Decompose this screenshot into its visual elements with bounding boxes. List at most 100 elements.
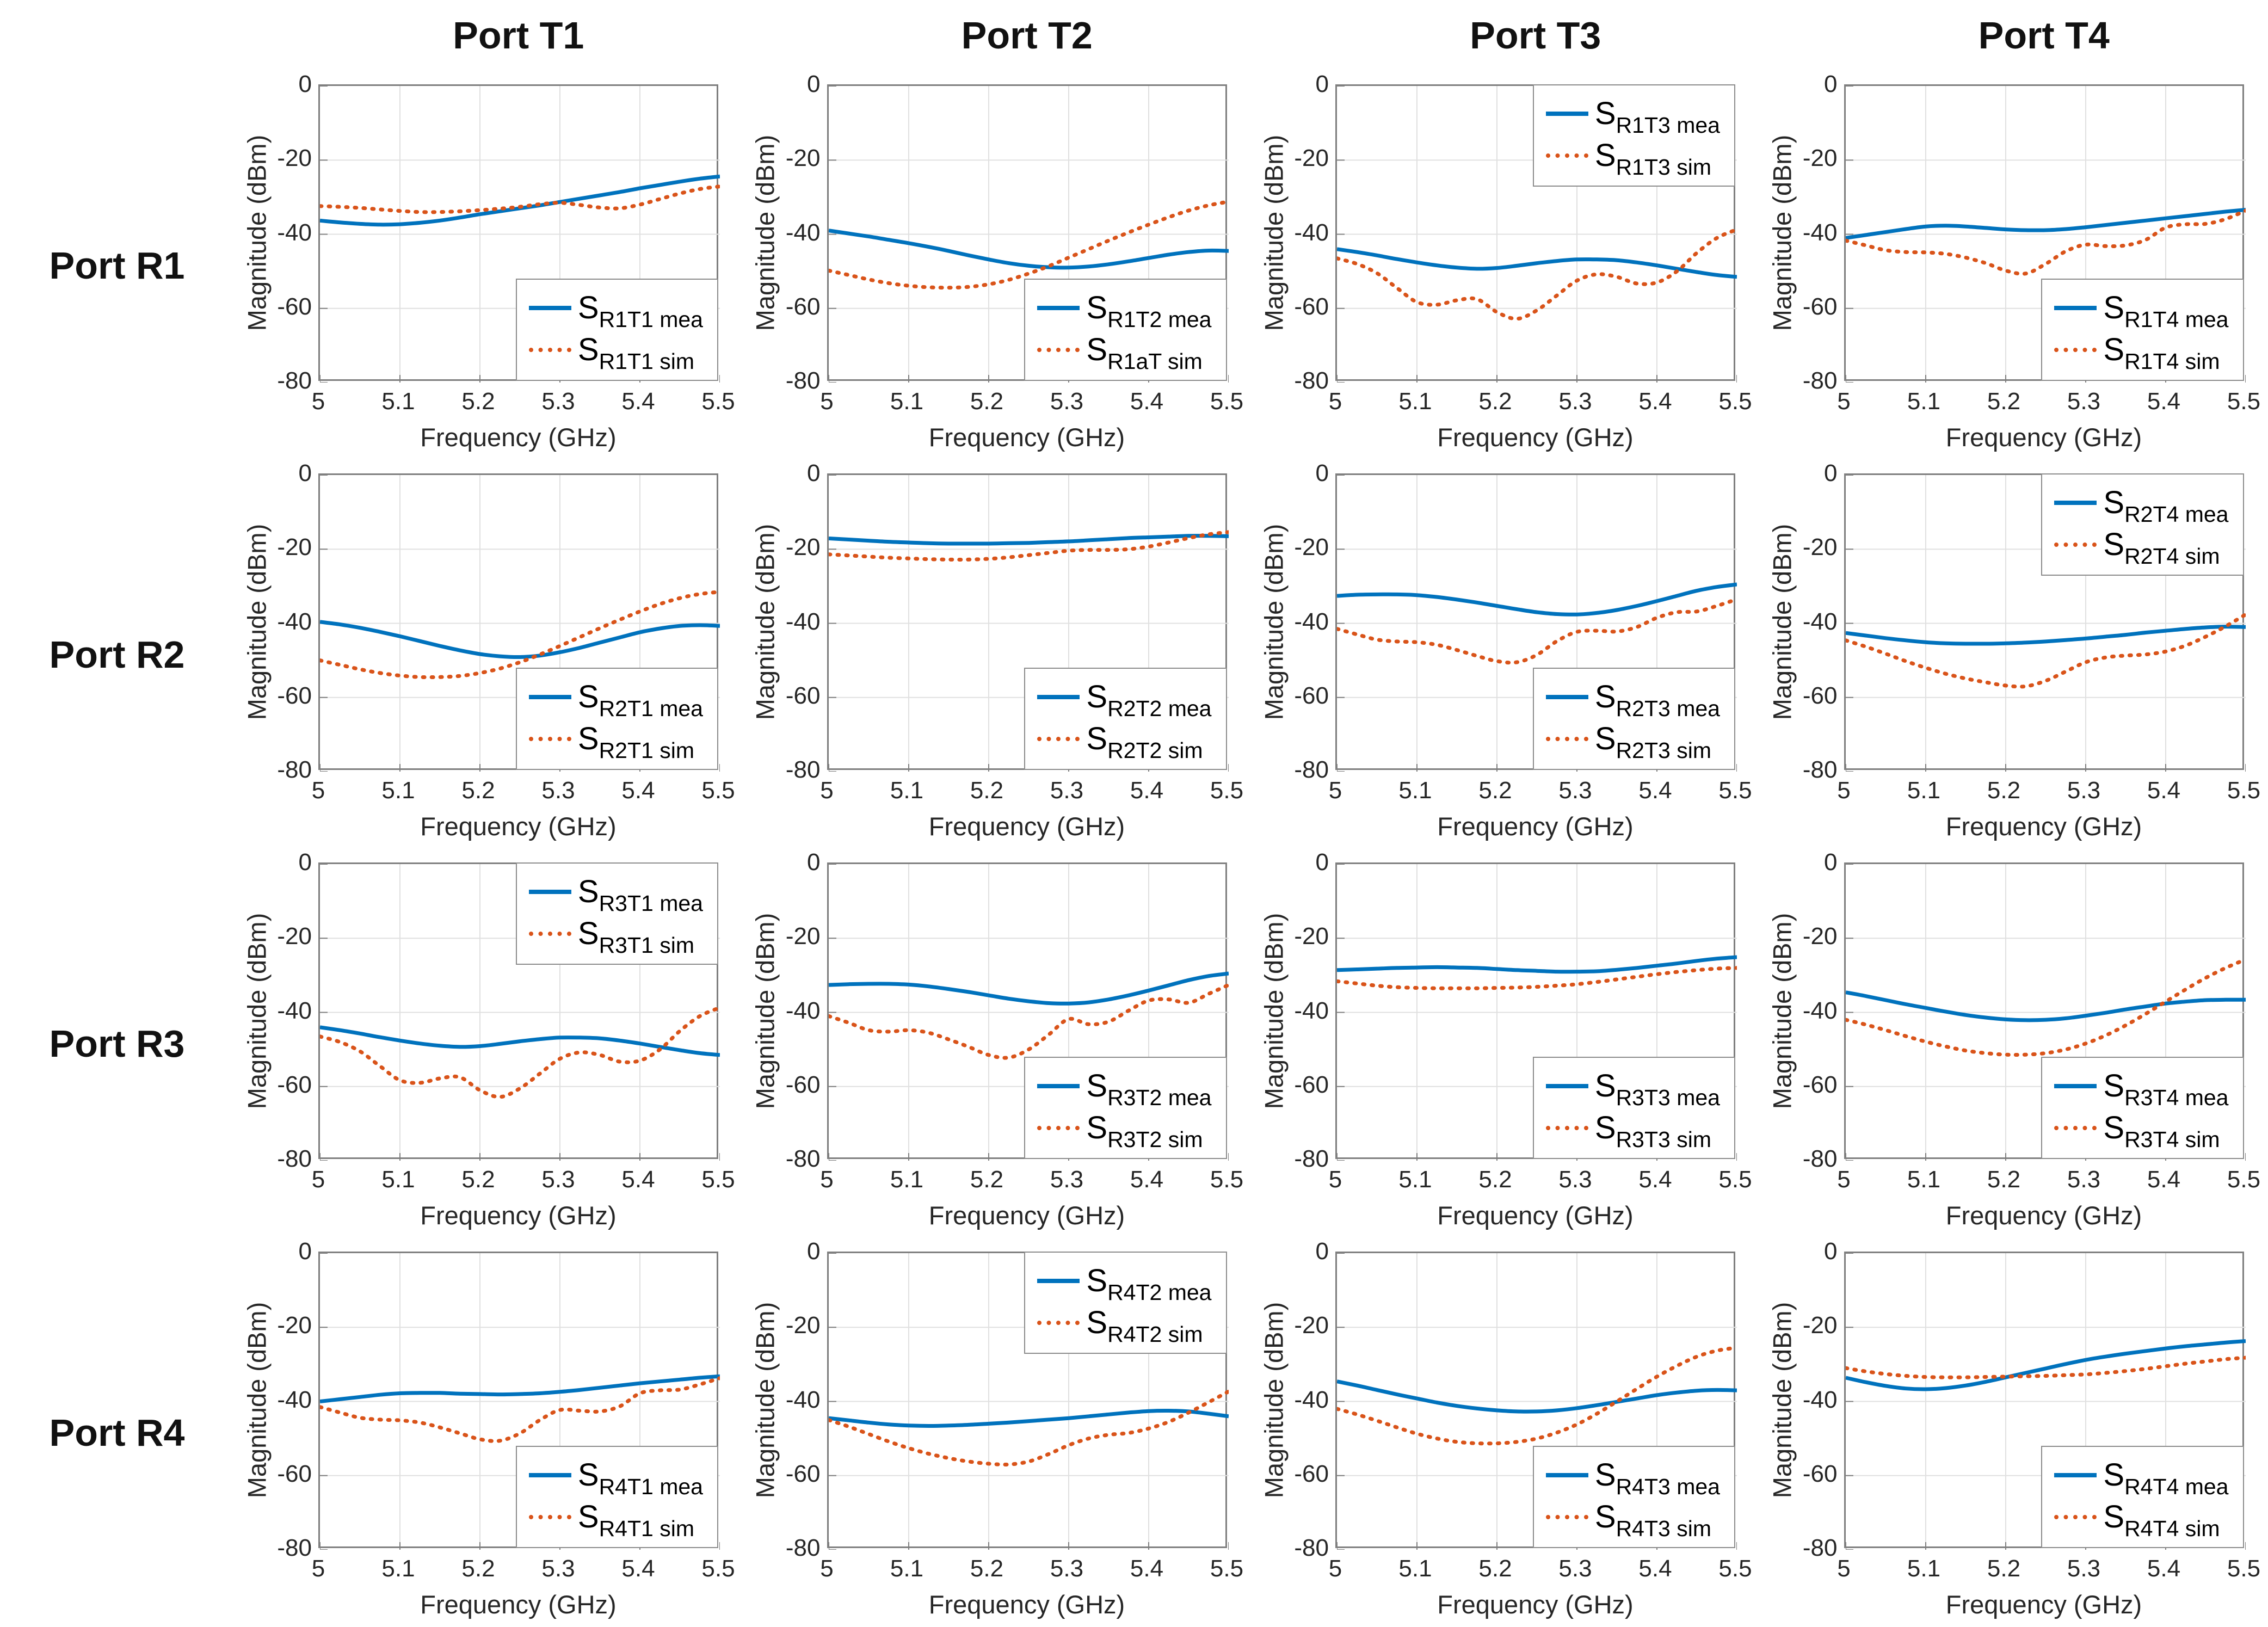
legend-entry-sim: SR4T1 sim: [528, 1499, 703, 1541]
y-tick-label: 0: [298, 460, 312, 486]
x-tick-label: 5: [820, 1555, 834, 1582]
x-axis-label: Frequency (GHz): [928, 1201, 1125, 1230]
legend-label: SR1T4 sim: [2103, 332, 2220, 374]
legend: SR3T4 mea SR3T4 sim: [2041, 1057, 2244, 1159]
legend-label: SR2T4 mea: [2103, 485, 2229, 527]
x-tick-label: 5.1: [381, 388, 415, 415]
x-tick-label: 5: [1328, 1555, 1342, 1582]
mea-curve: [1337, 955, 1737, 974]
x-tick-label: 5.1: [381, 1166, 415, 1193]
x-tick-label: 5: [1328, 1166, 1342, 1193]
plot-area: SR4T4 mea SR4T4 sim: [1844, 1252, 2246, 1550]
dotted-line-sample-icon: [2054, 1514, 2097, 1519]
legend-label: SR2T3 mea: [1594, 679, 1720, 721]
x-tick-label: 5.5: [2227, 388, 2261, 415]
solid-line-sample-icon: [1037, 694, 1080, 699]
x-tick-label: 5.3: [1050, 1555, 1084, 1582]
y-tick-label: -80: [785, 1145, 821, 1172]
legend-label: SR1T4 mea: [2103, 290, 2229, 332]
y-tick-label: -60: [277, 293, 312, 320]
x-axis-label: Frequency (GHz): [1437, 423, 1634, 452]
x-tick-label: 5.1: [890, 1555, 924, 1582]
legend-entry-sim: SR2T2 sim: [1037, 720, 1211, 763]
x-tick-label: 5.1: [1907, 1166, 1941, 1193]
mea-curve: [1845, 990, 2246, 1022]
sim-curve: [320, 1006, 720, 1099]
x-tick-label: 5.2: [970, 1555, 1004, 1582]
x-tick-label: 5.4: [1130, 388, 1164, 415]
row-title-r4: Port R4: [49, 1411, 185, 1454]
x-tick-label: 5.3: [1558, 1555, 1592, 1582]
plot-area: SR1T4 mea SR1T4 sim: [1844, 84, 2246, 383]
legend-entry-sim: SR2T4 sim: [2054, 526, 2228, 569]
y-tick-label: -60: [785, 1460, 821, 1487]
legend-label: SR4T2 mea: [1086, 1263, 1212, 1305]
sim-curve: [320, 1376, 720, 1443]
y-tick-label: -60: [1294, 682, 1329, 709]
y-tick-label: -60: [1802, 1460, 1838, 1487]
plot-canvas: [320, 475, 720, 772]
x-tick-label: 5.3: [541, 1166, 575, 1193]
legend-entry-sim: SR3T3 sim: [1545, 1110, 1720, 1152]
solid-line-sample-icon: [1037, 1278, 1080, 1283]
column-title-t3: Port T3: [1470, 14, 1601, 57]
y-tick-label: -20: [785, 923, 821, 950]
legend: SR4T1 mea SR4T1 sim: [515, 1446, 718, 1548]
x-axis-label: Frequency (GHz): [1945, 1590, 2142, 1619]
plot-area: SR3T2 mea SR3T2 sim: [827, 862, 1229, 1161]
legend-entry-sim: SR2T3 sim: [1545, 720, 1720, 763]
sim-curve: [1337, 966, 1737, 990]
y-tick-label: -60: [785, 682, 821, 709]
x-tick-label: 5: [1328, 777, 1342, 804]
dotted-line-sample-icon: [1037, 347, 1080, 352]
dotted-line-sample-icon: [1037, 1125, 1080, 1130]
y-tick-label: 0: [1315, 460, 1329, 486]
y-tick-label: -20: [277, 145, 312, 172]
x-tick-label: 5.3: [541, 777, 575, 804]
x-axis-label: Frequency (GHz): [420, 1590, 617, 1619]
x-tick-label: 5.4: [2147, 388, 2181, 415]
legend-entry-mea: SR4T3 mea: [1545, 1457, 1720, 1499]
y-tick-label: -60: [277, 1071, 312, 1098]
plot-area: SR1T3 mea SR1T3 sim: [1335, 84, 1737, 383]
y-tick-label: -60: [1294, 293, 1329, 320]
subplot-cell-r4t3: Magnitude (dBm) SR4T3 mea SR4T3 sim 0 -20 -40…: [1251, 1238, 1760, 1627]
y-tick-label: -40: [1802, 1386, 1838, 1413]
x-tick-label: 5: [820, 388, 834, 415]
legend-label: SR2T4 sim: [2103, 527, 2220, 569]
legend-label: SR2T3 sim: [1594, 721, 1711, 763]
legend-label: SR1aT sim: [1086, 332, 1203, 374]
plot-area: SR3T3 mea SR3T3 sim: [1335, 862, 1737, 1161]
legend: SR3T1 mea SR3T1 sim: [515, 862, 718, 965]
x-tick-label: 5.5: [2227, 777, 2261, 804]
y-tick-label: -80: [277, 1534, 312, 1561]
row-title-r2: Port R2: [49, 633, 185, 676]
x-tick-label: 5.1: [890, 388, 924, 415]
y-tick-label: -80: [1294, 756, 1329, 783]
x-tick-label: 5.5: [1210, 1555, 1244, 1582]
x-tick-label: 5.4: [2147, 1166, 2181, 1193]
x-tick-label: 5.2: [970, 388, 1004, 415]
x-tick-label: 5: [311, 777, 325, 804]
y-tick-label: 0: [1315, 71, 1329, 97]
plot-canvas: [1845, 475, 2246, 772]
solid-line-sample-icon: [528, 889, 571, 894]
x-tick-label: 5.3: [541, 1555, 575, 1582]
x-tick-label: 5.1: [381, 777, 415, 804]
solid-line-sample-icon: [2054, 1083, 2097, 1088]
mea-curve: [1337, 247, 1737, 279]
x-tick-label: 5.2: [1987, 1555, 2021, 1582]
x-axis-label: Frequency (GHz): [1945, 1201, 2142, 1230]
y-tick-label: -60: [277, 1460, 312, 1487]
y-tick-label: 0: [807, 1238, 821, 1265]
x-tick-label: 5.2: [1478, 1555, 1512, 1582]
legend-entry-sim: SR4T2 sim: [1037, 1304, 1211, 1347]
solid-line-sample-icon: [1545, 111, 1588, 116]
x-tick-label: 5.4: [1638, 777, 1672, 804]
dotted-line-sample-icon: [528, 347, 571, 352]
x-tick-label: 5.5: [701, 777, 735, 804]
sim-curve: [828, 983, 1229, 1060]
x-axis-label: Frequency (GHz): [928, 812, 1125, 841]
y-tick-label: -40: [785, 1386, 821, 1413]
